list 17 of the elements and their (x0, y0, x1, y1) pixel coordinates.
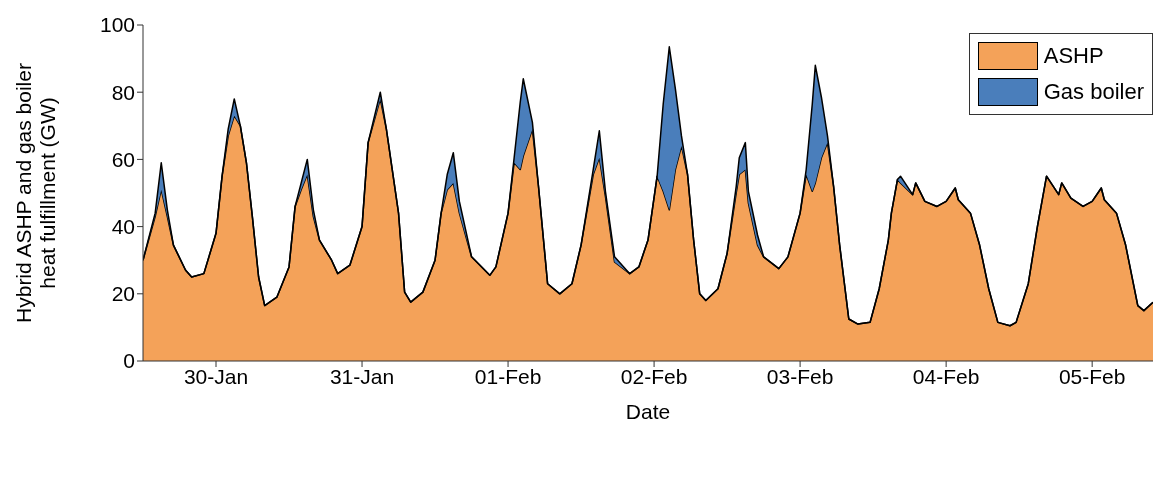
legend-label: Gas boiler (1043, 79, 1144, 105)
y-tick-label: 80 (111, 80, 135, 104)
y-tick-label: 60 (111, 147, 135, 171)
y-tick-label: 40 (111, 215, 135, 239)
x-tick-label: 01-Feb (474, 364, 542, 388)
x-tick-label: 31-Jan (329, 364, 395, 388)
y-axis-title: Hybrid ASHP and gas boiler heat fulfillment (GW) (12, 63, 59, 323)
y-tick-label: 20 (111, 282, 135, 306)
legend-label: ASHP (1043, 43, 1104, 69)
x-tick-label: 03-Feb (766, 364, 834, 388)
x-tick-label: 05-Feb (1058, 364, 1126, 388)
y-tick-label: 100 (99, 13, 135, 37)
x-tick-label: 30-Jan (183, 364, 249, 388)
y-tick-label: 0 (123, 349, 135, 373)
x-tick-label: 04-Feb (912, 364, 980, 388)
x-axis-title: Date (625, 400, 671, 423)
x-tick-label: 02-Feb (620, 364, 688, 388)
